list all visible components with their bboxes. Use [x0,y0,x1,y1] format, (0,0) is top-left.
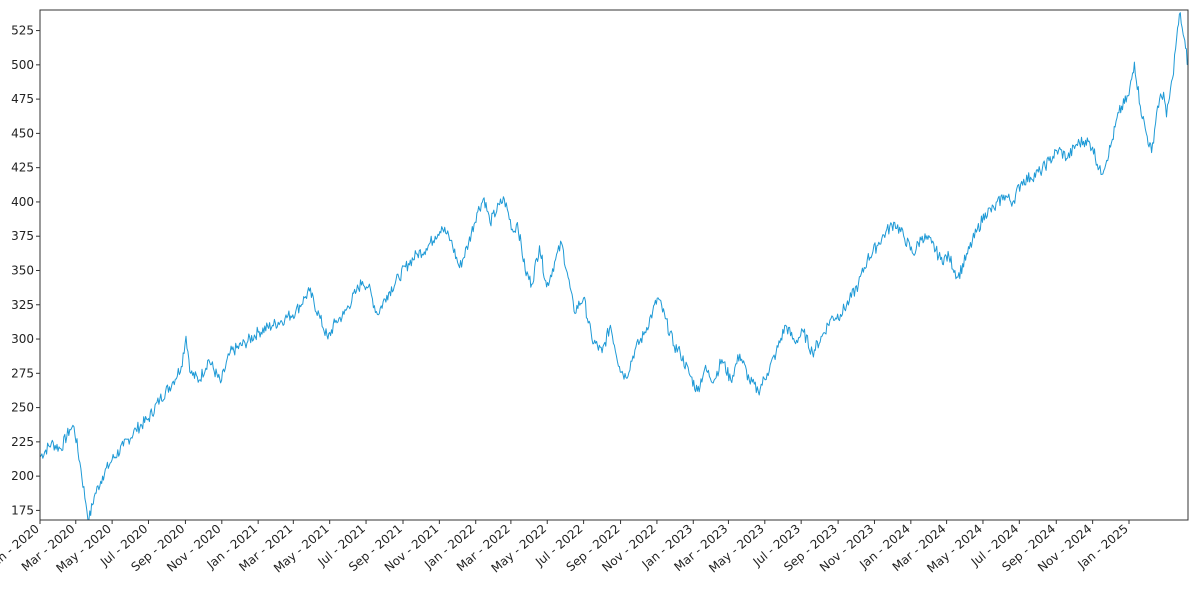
y-tick-label: 400 [11,195,34,209]
y-tick-label: 500 [11,58,34,72]
y-tick-label: 375 [11,229,34,243]
y-tick-label: 475 [11,92,34,106]
y-tick-label: 300 [11,332,34,346]
y-tick-label: 200 [11,469,34,483]
y-axis: 175 200 225 250 275 300 325 350 375 400 425 450 475 5… [11,24,40,517]
y-tick-label: 525 [11,24,34,38]
plot-frame [39,9,1189,521]
y-tick-label: 175 [11,503,34,517]
y-tick-label: 425 [11,161,34,175]
y-tick-label: 325 [11,298,34,312]
y-tick-label: 275 [11,366,34,380]
y-tick-label: 225 [11,435,34,449]
y-tick-label: 350 [11,263,34,277]
y-tick-label: 450 [11,126,34,140]
series-line [39,12,1189,521]
plot-background [40,10,1188,520]
y-tick-label: 250 [11,401,34,415]
